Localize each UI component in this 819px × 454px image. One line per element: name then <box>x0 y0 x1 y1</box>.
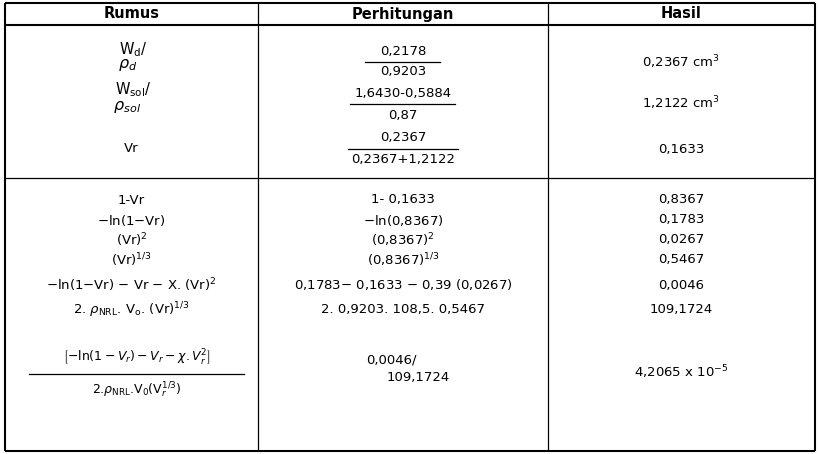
Text: 0,0046: 0,0046 <box>658 278 704 291</box>
Text: $\rho$$_\mathregular{d}$: $\rho$$_\mathregular{d}$ <box>118 57 137 73</box>
Text: W$_\mathregular{d}$/: W$_\mathregular{d}$/ <box>119 41 147 59</box>
Text: 4,2065 x 10$^{-5}$: 4,2065 x 10$^{-5}$ <box>634 363 728 381</box>
Text: 0,0046/: 0,0046/ <box>365 354 416 366</box>
Text: 0,2367: 0,2367 <box>379 132 426 144</box>
Text: 0,8367: 0,8367 <box>658 193 704 207</box>
Text: Hasil: Hasil <box>660 6 701 21</box>
Text: Vr: Vr <box>124 142 138 154</box>
Text: 109,1724: 109,1724 <box>649 304 713 316</box>
Text: 2. 0,9203. 108,5. 0,5467: 2. 0,9203. 108,5. 0,5467 <box>320 304 484 316</box>
Text: 1,2122 cm$^3$: 1,2122 cm$^3$ <box>642 94 720 112</box>
Text: 1- 0,1633: 1- 0,1633 <box>371 193 434 207</box>
Text: 1-Vr: 1-Vr <box>118 193 145 207</box>
Text: 0,2367 cm$^3$: 0,2367 cm$^3$ <box>642 53 720 71</box>
Text: (Vr)$^2$: (Vr)$^2$ <box>115 231 147 249</box>
Text: 0,5467: 0,5467 <box>658 253 704 266</box>
Text: 2. $\rho_\mathregular{NRL}$. V$_\mathregular{o}$. (Vr)$^{1/3}$: 2. $\rho_\mathregular{NRL}$. V$_\mathreg… <box>73 300 190 320</box>
Text: (0,8367)$^{1/3}$: (0,8367)$^{1/3}$ <box>366 251 439 269</box>
Text: 0,1783$-$ 0,1633 $-$ 0,39 (0,0267): 0,1783$-$ 0,1633 $-$ 0,39 (0,0267) <box>293 277 512 292</box>
Text: 0,2178: 0,2178 <box>379 45 426 59</box>
Text: 2.$\rho_\mathregular{NRL}$.V$_\mathregular{0}$(V$_r^{1/3}$): 2.$\rho_\mathregular{NRL}$.V$_\mathregul… <box>92 380 181 400</box>
Text: W$_\mathregular{sol}$/: W$_\mathregular{sol}$/ <box>115 81 152 99</box>
Text: 109,1724: 109,1724 <box>386 371 449 385</box>
Text: $-$ln(1$-$Vr) $-$ Vr $-$ X. (Vr)$^2$: $-$ln(1$-$Vr) $-$ Vr $-$ X. (Vr)$^2$ <box>46 276 216 294</box>
Text: 0,0267: 0,0267 <box>658 233 704 247</box>
Text: Perhitungan: Perhitungan <box>351 6 454 21</box>
Text: 0,1633: 0,1633 <box>658 143 704 157</box>
Text: $\rho$$_\mathregular{sol}$: $\rho$$_\mathregular{sol}$ <box>113 99 142 115</box>
Text: 1,6430-0,5884: 1,6430-0,5884 <box>354 87 451 99</box>
Text: 0,9203: 0,9203 <box>379 65 426 79</box>
Text: (0,8367)$^2$: (0,8367)$^2$ <box>371 231 434 249</box>
Text: $\left[-\ln(1-V_r)-V_r-\chi.V_r^2\right]$: $\left[-\ln(1-V_r)-V_r-\chi.V_r^2\right]… <box>62 348 210 368</box>
Text: $-$ln(0,8367): $-$ln(0,8367) <box>362 212 443 227</box>
Text: $-$ln(1$-$Vr): $-$ln(1$-$Vr) <box>97 212 165 227</box>
Text: 0,1783: 0,1783 <box>658 213 704 227</box>
Text: Rumus: Rumus <box>103 6 160 21</box>
Text: 0,87: 0,87 <box>388 109 417 122</box>
Text: (Vr)$^{1/3}$: (Vr)$^{1/3}$ <box>111 251 152 269</box>
Text: 0,2367+1,2122: 0,2367+1,2122 <box>351 153 455 167</box>
